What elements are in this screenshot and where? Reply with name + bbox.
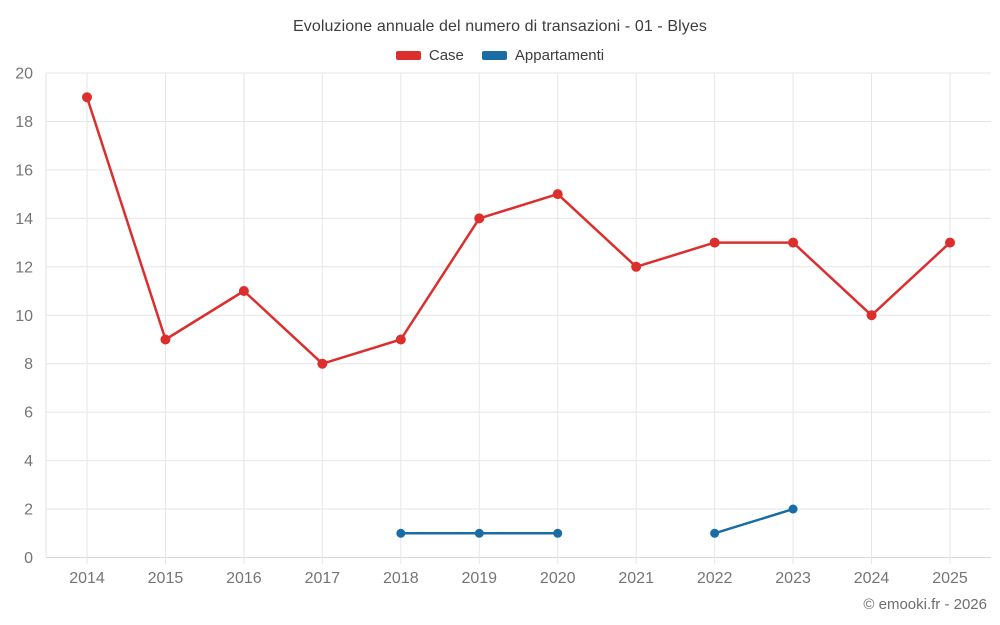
x-tick-label: 2016 (226, 570, 262, 587)
x-tick-label: 2020 (540, 570, 576, 587)
y-tick-label: 8 (24, 356, 33, 373)
data-point-case-2025 (945, 237, 955, 248)
legend-swatch-appartamenti (481, 51, 507, 60)
y-tick-label: 6 (24, 405, 33, 422)
data-point-appartamenti-2023 (788, 504, 798, 514)
x-tick-label: 2015 (148, 570, 184, 587)
legend-label: Appartamenti (514, 47, 605, 64)
legend-swatch-case (395, 51, 421, 60)
y-tick-label: 16 (15, 162, 33, 179)
chart-title: Evoluzione annuale del numero di transaz… (293, 18, 707, 35)
y-tick-label: 12 (15, 259, 33, 276)
y-tick-label: 0 (24, 550, 33, 567)
data-point-case-2019 (474, 213, 485, 224)
legend-label: Case (428, 47, 464, 64)
y-tick-label: 4 (24, 453, 33, 470)
data-point-case-2024 (866, 310, 877, 321)
y-tick-label: 18 (15, 114, 33, 131)
legend-item-appartamenti: Appartamenti (481, 47, 605, 64)
x-tick-label: 2024 (854, 570, 890, 587)
data-point-case-2023 (788, 237, 799, 248)
copyright-footer: © emooki.fr - 2026 (863, 596, 987, 613)
data-point-appartamenti-2019 (474, 528, 484, 538)
x-tick-label: 2018 (383, 570, 419, 587)
y-tick-label: 10 (15, 308, 33, 325)
chart-legend: Case Appartamenti (0, 47, 1000, 64)
data-point-case-2017 (317, 358, 328, 369)
data-point-case-2018 (395, 334, 406, 345)
y-tick-label: 2 (24, 502, 33, 519)
data-point-appartamenti-2018 (396, 528, 406, 538)
x-tick-label: 2025 (932, 570, 968, 587)
legend-item-case: Case (395, 47, 464, 64)
data-point-case-2014 (82, 92, 92, 103)
x-tick-label: 2019 (461, 570, 497, 587)
data-point-case-2016 (238, 286, 249, 297)
x-tick-label: 2021 (618, 570, 654, 587)
x-tick-label: 2014 (69, 570, 105, 587)
y-tick-label: 20 (15, 66, 33, 83)
data-point-case-2015 (160, 334, 171, 345)
y-tick-label: 14 (15, 211, 33, 228)
data-point-case-2021 (631, 261, 642, 272)
data-point-appartamenti-2020 (553, 528, 563, 538)
series-line-case (85, 95, 952, 365)
x-tick-label: 2022 (697, 570, 733, 587)
x-tick-label: 2017 (305, 570, 341, 587)
x-tick-label: 2023 (775, 570, 811, 587)
data-point-appartamenti-2022 (710, 528, 720, 538)
data-point-case-2022 (709, 237, 720, 248)
data-point-case-2020 (552, 189, 563, 200)
series-line-appartamenti (399, 507, 795, 535)
